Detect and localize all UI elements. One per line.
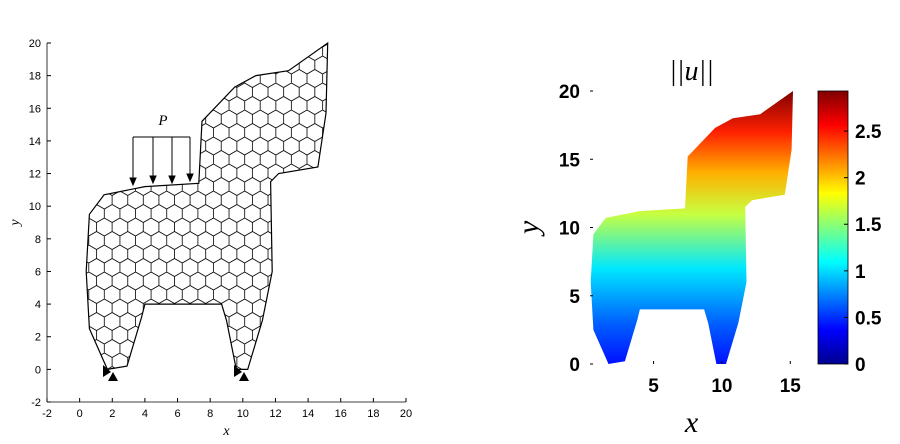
- mesh-domain: [85, 41, 329, 371]
- supports: [103, 365, 249, 381]
- x-tick-label: 10: [237, 408, 249, 420]
- x-tick-label: 10: [711, 376, 732, 397]
- x-tick-label: 20: [400, 408, 412, 420]
- x-tick-label: 5: [648, 376, 659, 397]
- y-tick-label: 5: [569, 287, 580, 308]
- x-tick-label: 2: [109, 408, 115, 420]
- field-domain: [590, 91, 793, 364]
- x-tick-label: 8: [207, 408, 213, 420]
- x-tick-label: 15: [780, 376, 802, 397]
- colorbar-tick-label: 1.5: [855, 215, 882, 236]
- mesh-panel: -2 0 2 4 6 8 10 12 14 16 18 20 -2 0 2 4 6 8 10 12 14 16 18 20 x y: [8, 38, 412, 439]
- colorbar: [817, 90, 849, 365]
- x-tick-label: 4: [142, 408, 148, 420]
- colorbar-tick-label: 1: [855, 262, 866, 283]
- x-axis-label: x: [222, 424, 230, 439]
- colorbar-tick-label: 0.5: [855, 308, 882, 329]
- y-tick-label: 8: [35, 234, 41, 246]
- x-tick-label: -2: [42, 408, 52, 420]
- y-tick-label: 10: [559, 219, 580, 240]
- x-axis-label: x: [684, 406, 699, 439]
- y-axis-label: y: [8, 219, 23, 228]
- y-tick-label: 20: [559, 82, 580, 103]
- y-tick-label: -2: [31, 397, 41, 409]
- x-tick-label: 16: [335, 408, 347, 420]
- x-tick-label: 14: [302, 408, 314, 420]
- x-tick-label: 6: [174, 408, 180, 420]
- y-tick-label: 20: [29, 38, 41, 50]
- y-tick-label: 0: [569, 355, 580, 376]
- y-tick-label: 12: [29, 169, 41, 181]
- field-panel: 5 10 15 0 5 10 15 20 ||u|| x y 0 0.5 1 1.5 2 2.5: [512, 56, 882, 439]
- y-tick-label: 4: [35, 299, 41, 311]
- y-tick-label: 16: [29, 103, 41, 115]
- y-tick-label: 10: [29, 201, 41, 213]
- x-tick-label: 18: [367, 408, 379, 420]
- colorbar-tick-label: 2.5: [855, 122, 882, 143]
- y-tick-label: 2: [35, 332, 41, 344]
- load-label: P: [157, 113, 167, 129]
- load: [129, 136, 194, 187]
- y-tick-label: 0: [35, 364, 41, 376]
- colorbar-tick-label: 2: [855, 169, 866, 190]
- x-tick-label: 0: [77, 408, 83, 420]
- colorbar-tick-label: 0: [855, 355, 866, 376]
- x-tick-label: 12: [269, 408, 281, 420]
- chart-title: ||u||: [669, 56, 714, 87]
- y-tick-label: 18: [29, 71, 41, 83]
- y-tick-label: 6: [35, 266, 41, 278]
- y-axis-label: y: [512, 220, 545, 237]
- y-tick-label: 14: [29, 136, 41, 148]
- y-tick-label: 15: [559, 150, 581, 171]
